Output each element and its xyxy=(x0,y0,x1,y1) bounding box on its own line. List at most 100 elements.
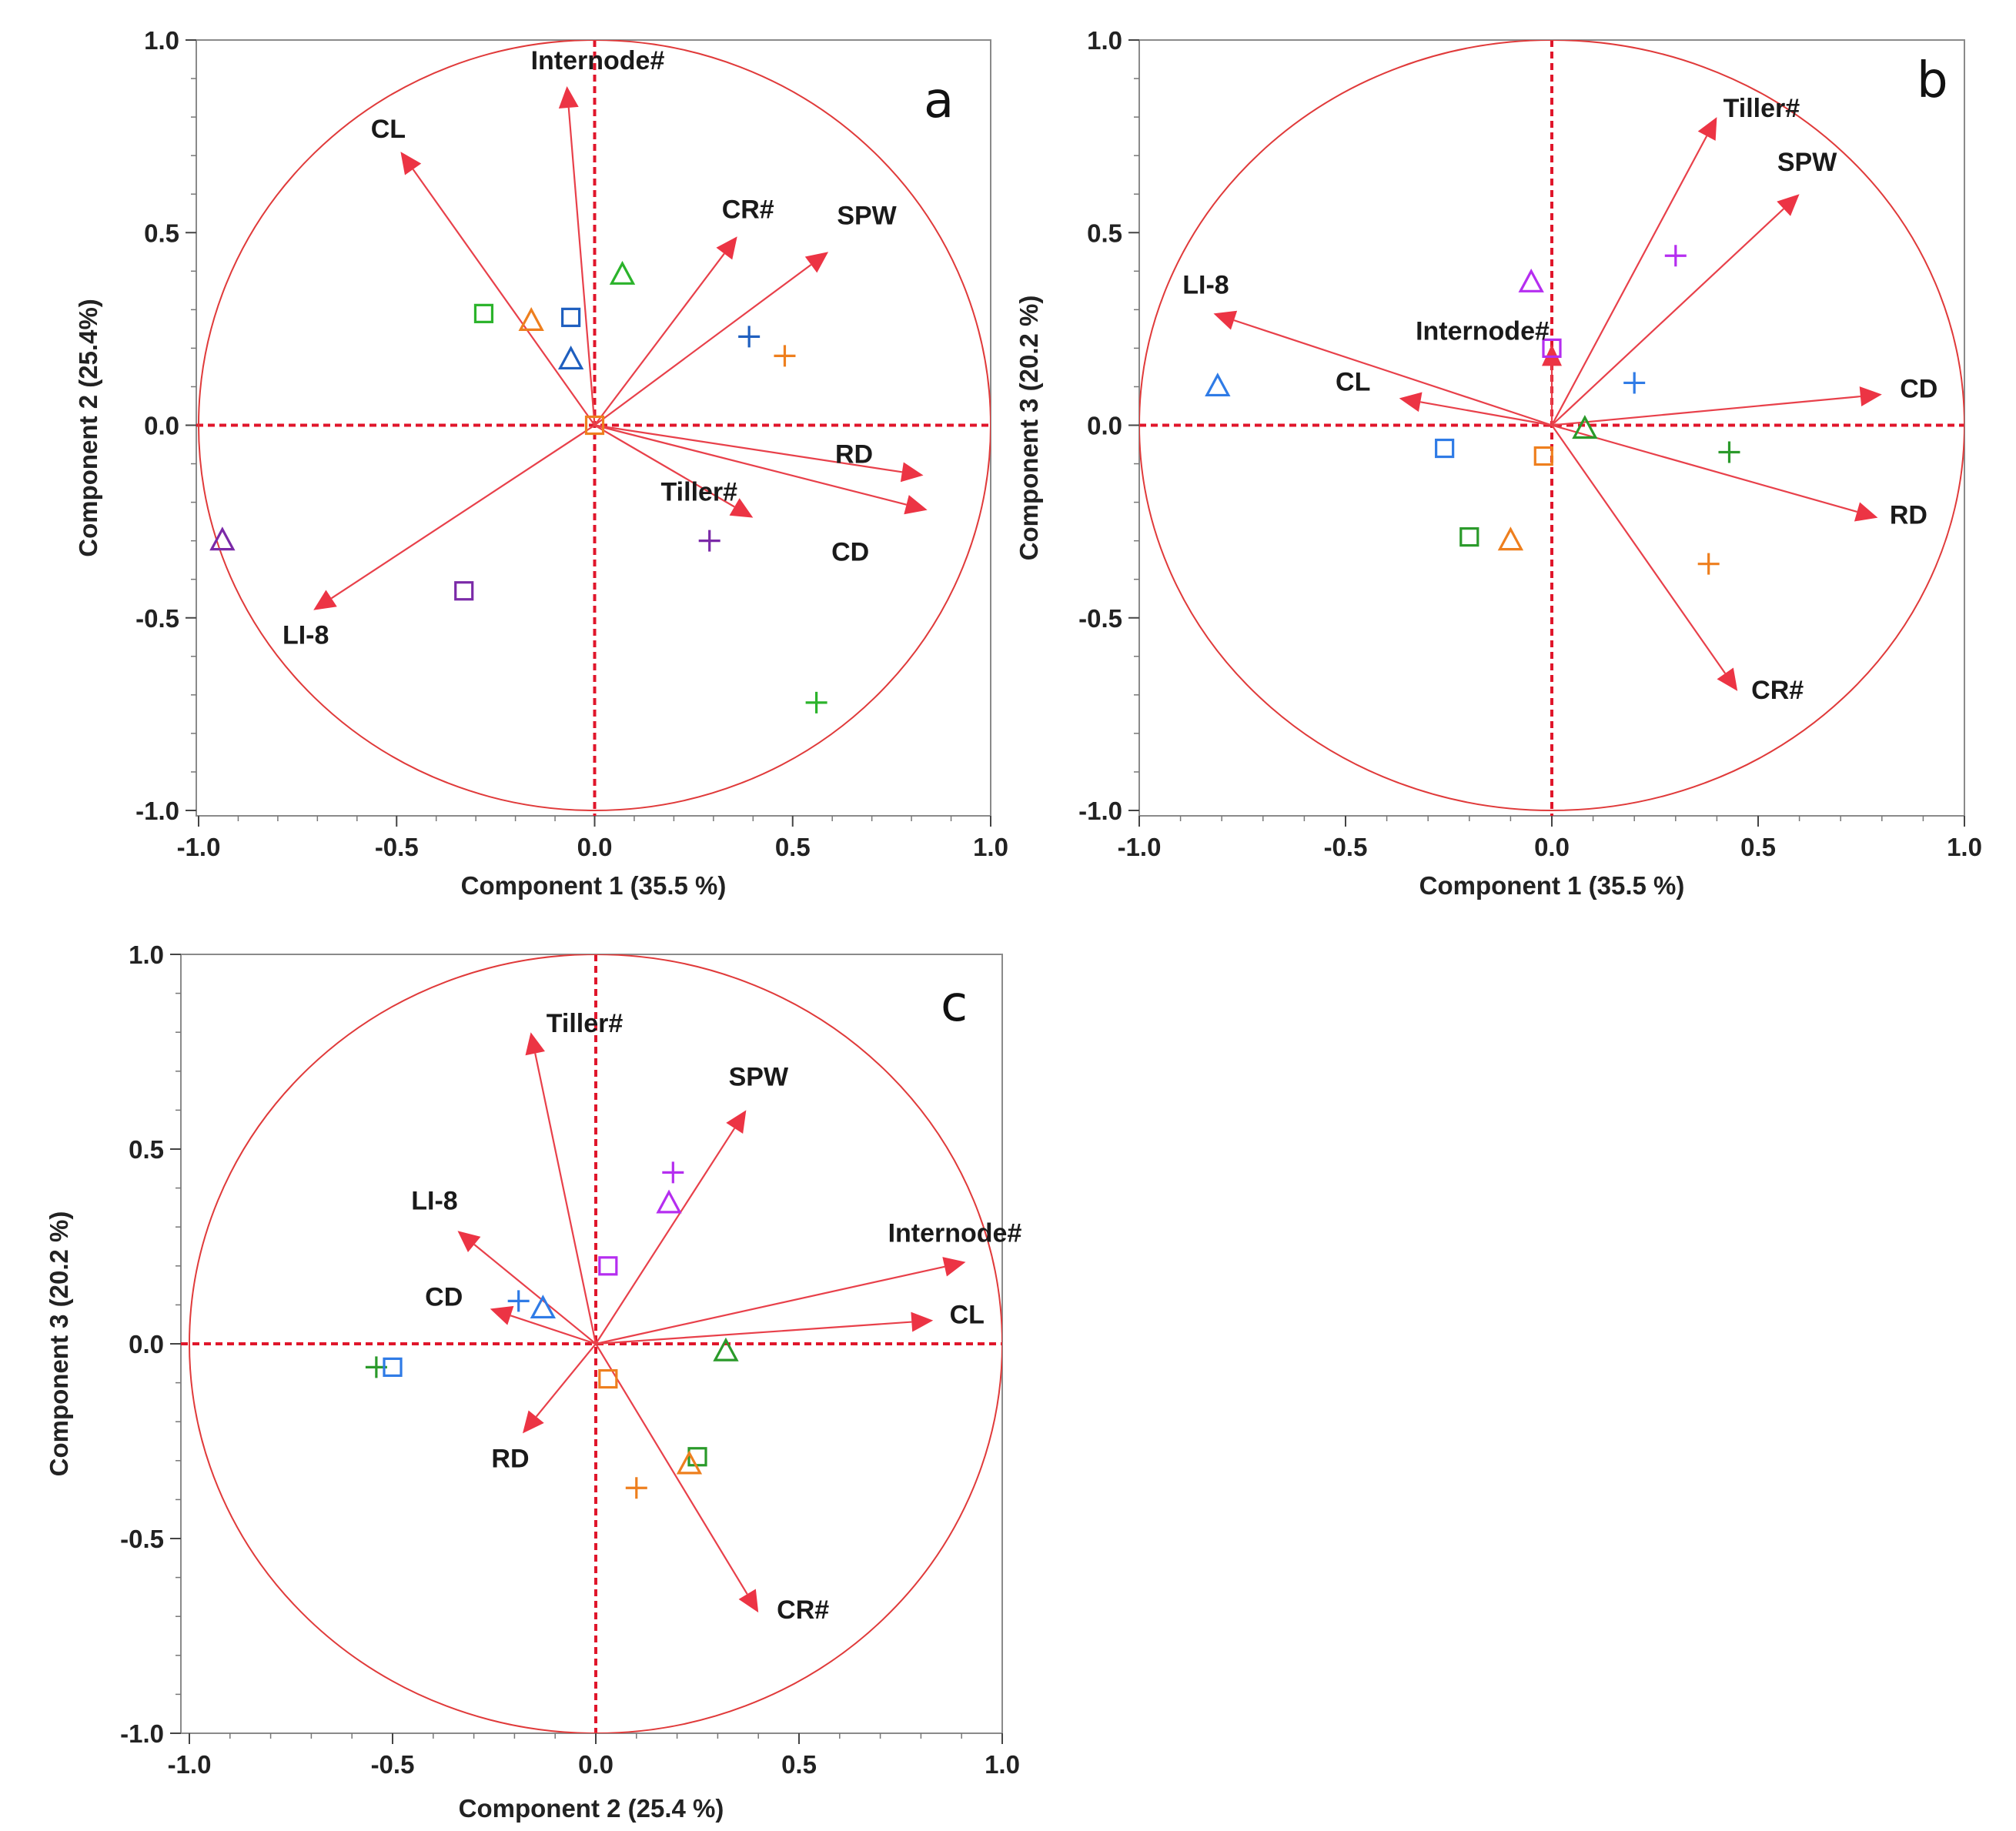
panel-letter: b xyxy=(1917,52,1948,109)
loading-label: LI-8 xyxy=(1182,270,1229,299)
x-tick-label: 1.0 xyxy=(985,1750,1020,1779)
loading-vector-line xyxy=(593,252,725,426)
loading-vector-line xyxy=(330,424,596,600)
panel-letter: c xyxy=(941,976,968,1033)
axis-ticks xyxy=(1128,39,1965,827)
x-tick-label: 0.5 xyxy=(781,1750,817,1779)
score-plus-marker xyxy=(1623,372,1646,394)
y-tick-label: -0.5 xyxy=(135,604,179,633)
loading-label: Internode# xyxy=(888,1219,1022,1248)
x-tick-label: 0.5 xyxy=(775,833,811,861)
loading-vector-arrowhead xyxy=(313,590,337,610)
x-tick-label: -0.5 xyxy=(375,833,419,861)
x-tick-label: 0.0 xyxy=(577,833,613,861)
loading-vector-arrowhead xyxy=(522,1410,544,1434)
y-tick-label: -1.0 xyxy=(120,1719,164,1748)
loading-vector-arrowhead xyxy=(900,462,924,483)
y-tick-labels: -1.0 -0.5 0.0 0.5 1.0 xyxy=(1078,26,1122,825)
y-tick-labels: -1.0 -0.5 0.0 0.5 1.0 xyxy=(120,941,164,1748)
y-tick-label: 0.5 xyxy=(129,1135,164,1164)
loading-vector-line xyxy=(1233,319,1553,426)
x-tick-label: 0.0 xyxy=(1534,833,1570,861)
score-square-marker xyxy=(1459,527,1479,547)
score-square-marker xyxy=(454,581,474,601)
loading-label: Tiller# xyxy=(661,478,738,507)
loading-vector-line xyxy=(473,1244,597,1345)
loading-vector-line xyxy=(593,424,735,508)
loading-label: Tiller# xyxy=(1723,94,1800,123)
score-plus-marker xyxy=(507,1290,530,1312)
loading-vector-line xyxy=(595,1321,912,1345)
score-triangle-marker xyxy=(1497,526,1524,551)
y-tick-labels: -1.0 -0.5 0.0 0.5 1.0 xyxy=(135,26,179,825)
loading-label: SPW xyxy=(729,1062,789,1091)
loading-vectors xyxy=(313,86,928,610)
loading-vector-arrowhead xyxy=(804,252,829,273)
score-square-marker xyxy=(598,1368,618,1389)
loading-vectors xyxy=(457,1032,966,1613)
score-plus-marker xyxy=(698,530,720,552)
x-tick-label: 1.0 xyxy=(973,833,1008,861)
loading-vector-arrowhead xyxy=(1213,310,1238,330)
loading-label: SPW xyxy=(1777,148,1837,177)
score-square-marker xyxy=(1542,338,1562,358)
score-triangle-marker xyxy=(557,346,584,370)
y-tick-label: -1.0 xyxy=(135,797,179,825)
loading-vector-arrowhead xyxy=(729,498,754,518)
score-square-marker xyxy=(383,1357,403,1377)
x-tick-label: 1.0 xyxy=(1947,833,1982,861)
score-triangle-marker xyxy=(518,306,544,331)
score-square-marker xyxy=(1435,438,1455,459)
score-triangle-marker xyxy=(676,1450,703,1475)
y-tick-label: 0.0 xyxy=(1087,412,1122,440)
score-square-marker xyxy=(473,303,494,323)
score-square-marker xyxy=(1533,446,1553,466)
score-plus-marker xyxy=(1664,245,1687,267)
loading-vector-arrowhead xyxy=(400,152,422,175)
score-plus-marker xyxy=(662,1161,684,1184)
score-triangle-marker xyxy=(1518,268,1544,292)
x-tick-labels: -1.0 -0.5 0.0 0.5 1.0 xyxy=(1118,833,1982,861)
y-tick-label: 1.0 xyxy=(129,941,164,969)
x-tick-label: -1.0 xyxy=(177,833,221,861)
loading-label: Internode# xyxy=(531,46,665,75)
y-tick-label: -0.5 xyxy=(1078,604,1122,633)
loading-label: CD xyxy=(831,538,869,567)
loading-vector-line xyxy=(595,1265,945,1345)
score-markers xyxy=(209,260,827,713)
y-axis-title: Component 3 (20.2 %) xyxy=(1015,296,1043,561)
y-axis-title: Component 3 (20.2 %) xyxy=(45,1211,73,1477)
x-tick-label: -0.5 xyxy=(1324,833,1368,861)
x-tick-label: 0.0 xyxy=(578,1750,613,1779)
loading-vector-line xyxy=(595,1128,736,1345)
score-triangle-marker xyxy=(1572,415,1598,439)
loading-vector-arrowhead xyxy=(738,1589,759,1613)
y-tick-label: 0.0 xyxy=(144,412,179,440)
score-square-marker xyxy=(687,1447,707,1467)
score-square-marker xyxy=(584,415,605,436)
loading-vector-arrowhead xyxy=(942,1257,966,1277)
loading-vector-arrowhead xyxy=(1542,344,1562,366)
panel-c: Tiller# SPW LI-8 CD Internode# CL RD CR# -1.0 -… xyxy=(45,941,1021,1823)
loading-label: CD xyxy=(1900,374,1937,403)
loading-vector-line xyxy=(1420,401,1553,426)
loading-vector-arrowhead xyxy=(558,86,579,109)
y-tick-label: -1.0 xyxy=(1078,797,1122,825)
panel-letter: a xyxy=(924,72,954,129)
loading-vector-arrowhead xyxy=(457,1231,481,1253)
score-plus-marker xyxy=(1718,441,1740,463)
loading-vector-line xyxy=(593,264,812,426)
loading-vector-line xyxy=(412,169,596,426)
loading-label: CR# xyxy=(777,1595,829,1625)
score-triangle-marker xyxy=(1205,373,1231,397)
y-tick-label: 1.0 xyxy=(1087,26,1122,55)
score-triangle-marker xyxy=(209,526,236,551)
score-plus-marker xyxy=(805,691,827,713)
loading-label: RD xyxy=(491,1444,529,1473)
loading-label: RD xyxy=(835,440,873,469)
loading-vector-line xyxy=(594,424,907,506)
x-tick-label: 0.5 xyxy=(1740,833,1776,861)
loading-vector-line xyxy=(594,424,903,473)
loading-label: LI-8 xyxy=(283,621,329,650)
unit-circle xyxy=(1139,40,1964,811)
